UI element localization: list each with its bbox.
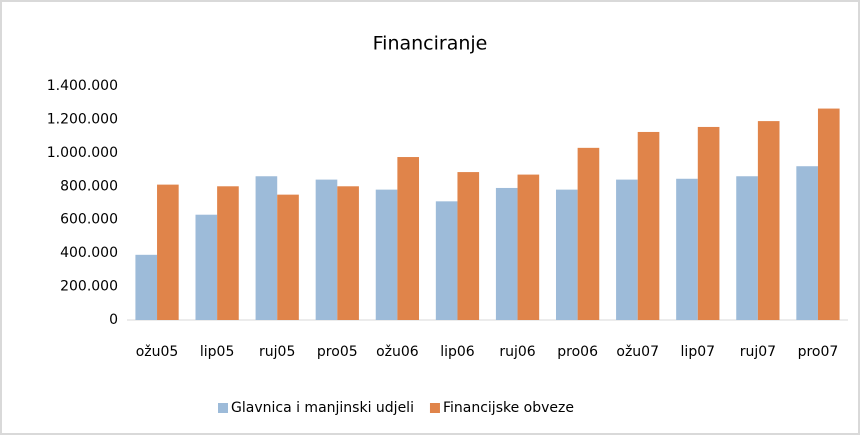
x-tick-label: pro05	[317, 344, 358, 360]
bar	[697, 126, 720, 320]
y-tick-label: 1.000.000	[47, 145, 118, 161]
y-tick-label: 1.400.000	[47, 78, 118, 94]
x-tick-label: ruj06	[499, 344, 535, 360]
x-tick-label: ruj07	[740, 344, 776, 360]
bar	[555, 189, 578, 320]
legend-label: Financijske obveze	[443, 400, 574, 416]
x-tick-label: ožu07	[616, 344, 659, 360]
legend-label: Glavnica i manjinski udjeli	[231, 400, 414, 416]
bar	[135, 254, 158, 320]
bar	[277, 194, 299, 320]
x-tick-label: pro06	[557, 344, 598, 360]
bar	[397, 157, 420, 320]
x-tick-label: pro07	[798, 344, 839, 360]
bar	[817, 108, 840, 320]
y-tick-label: 600.000	[60, 212, 118, 228]
bar	[796, 166, 818, 320]
bar	[435, 201, 458, 320]
y-tick-label: 400.000	[60, 245, 118, 261]
bar	[676, 178, 698, 320]
bar	[315, 179, 338, 320]
bar	[255, 176, 278, 320]
y-tick-label: 1.200.000	[47, 111, 118, 127]
legend-swatch	[429, 403, 440, 413]
x-tick-label: ožu06	[376, 344, 419, 360]
x-tick-label: lip07	[681, 344, 715, 360]
bar	[495, 187, 518, 320]
bar	[616, 179, 638, 320]
bar	[157, 184, 179, 320]
y-tick-label: 800.000	[60, 178, 118, 194]
y-tick-label: 0	[109, 312, 118, 328]
bar	[577, 147, 600, 320]
bar	[457, 172, 480, 320]
bar	[757, 121, 780, 320]
bar	[637, 131, 660, 320]
bar	[517, 174, 540, 320]
bar	[375, 189, 398, 320]
chart-title: Financiranje	[373, 33, 488, 55]
bar	[217, 186, 239, 320]
x-tick-label: lip06	[440, 344, 475, 360]
y-tick-label: 200.000	[60, 279, 118, 295]
bar	[195, 214, 218, 320]
x-tick-label: ruj05	[259, 344, 295, 360]
x-tick-label: lip05	[200, 344, 234, 360]
x-tick-label: ožu05	[136, 344, 179, 360]
bar	[736, 176, 758, 320]
bar	[337, 186, 359, 320]
legend-swatch	[218, 403, 228, 413]
